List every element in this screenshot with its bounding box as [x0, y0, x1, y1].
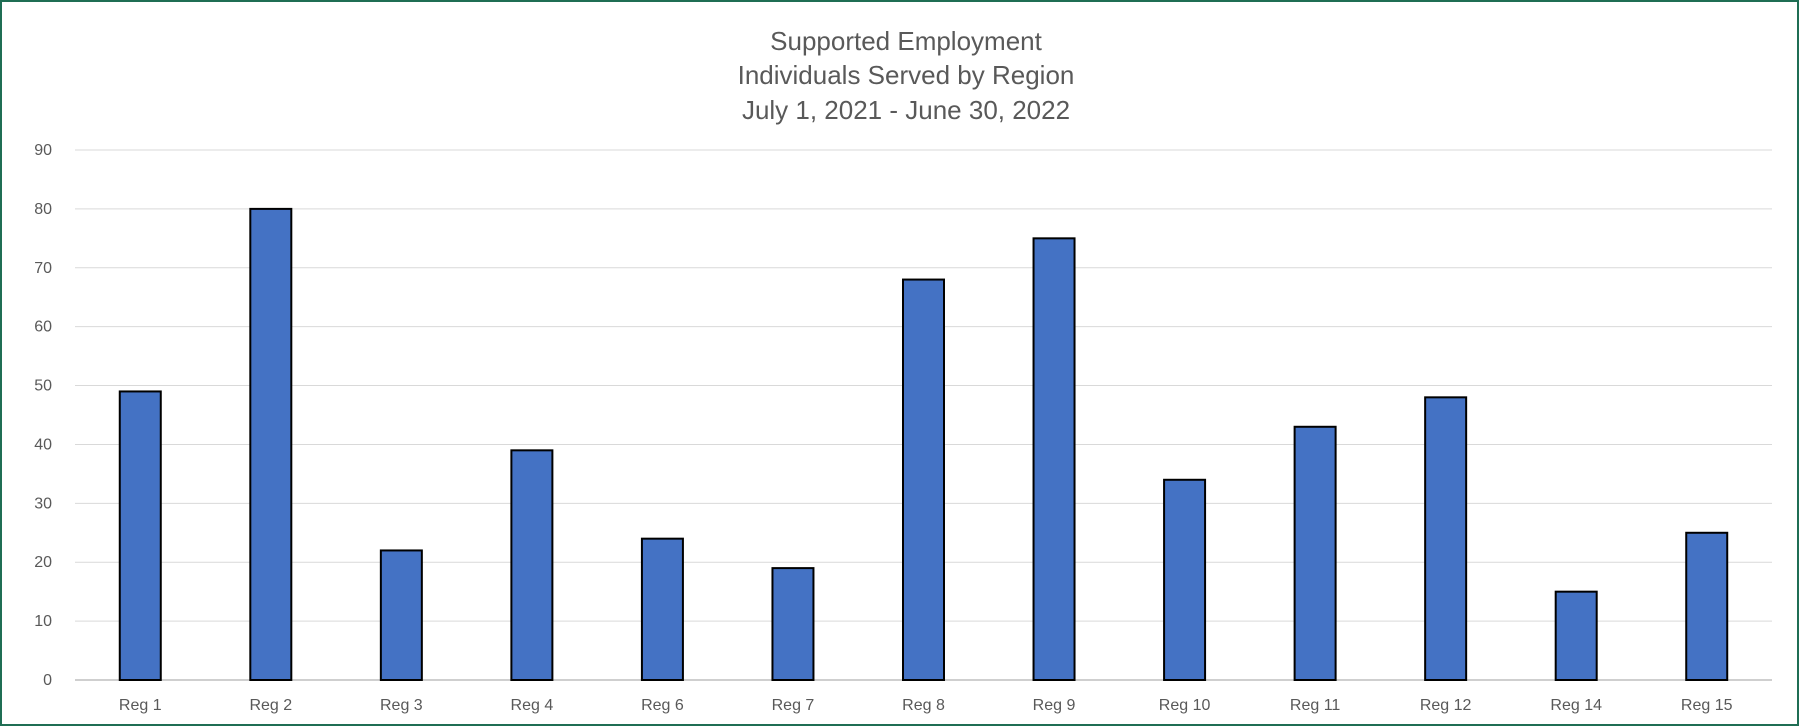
y-axis-tick-labels: 0 10 20 30 40 50 60 70 80 90: [34, 142, 52, 689]
bar-reg-7: [771, 567, 815, 681]
x-category-label: Reg 10: [1159, 697, 1211, 714]
x-category-label: Reg 12: [1420, 697, 1472, 714]
x-category-label: Reg 9: [1033, 697, 1076, 714]
x-category-label: Reg 4: [511, 697, 554, 714]
bar-reg-10: [1163, 478, 1207, 681]
x-category-label: Reg 7: [772, 697, 815, 714]
y-tick-label: 20: [34, 554, 52, 571]
bar-reg-11: [1293, 425, 1337, 681]
y-tick-label: 60: [34, 319, 52, 336]
bars: [118, 207, 1729, 682]
y-tick-label: 0: [43, 672, 52, 689]
y-tick-label: 90: [34, 142, 52, 159]
bar-reg-14: [1554, 590, 1598, 682]
x-category-label: Reg 1: [119, 697, 162, 714]
y-tick-label: 40: [34, 436, 52, 453]
bar-reg-3: [379, 549, 423, 682]
x-category-label: Reg 3: [380, 697, 423, 714]
y-tick-label: 70: [34, 260, 52, 277]
y-tick-label: 30: [34, 495, 52, 512]
bar-reg-6: [640, 537, 684, 682]
x-category-label: Reg 15: [1681, 697, 1733, 714]
x-category-label: Reg 11: [1290, 697, 1341, 714]
bar-reg-9: [1032, 237, 1076, 681]
x-axis-category-labels: Reg 1 Reg 2 Reg 3 Reg 4 Reg 6 Reg 7 Reg 8 Reg 9…: [119, 697, 1733, 714]
y-tick-label: 80: [34, 201, 52, 218]
bar-reg-8: [902, 278, 945, 681]
bar-reg-12: [1424, 396, 1468, 681]
bar-reg-2: [249, 207, 293, 681]
bar-reg-4: [510, 449, 554, 682]
chart-title-line-2: Individuals Served by Region: [738, 60, 1075, 90]
chart-title-line-3: July 1, 2021 - June 30, 2022: [742, 95, 1070, 125]
x-category-label: Reg 8: [902, 697, 945, 714]
x-category-label: Reg 6: [641, 697, 684, 714]
bar-reg-1: [118, 390, 162, 681]
y-tick-label: 10: [34, 613, 52, 630]
x-category-label: Reg 2: [249, 697, 292, 714]
x-category-label: Reg 14: [1550, 697, 1602, 714]
chart-title-line-1: Supported Employment: [770, 26, 1042, 56]
chart-title: Supported Employment Individuals Served …: [738, 26, 1075, 125]
y-tick-label: 50: [34, 378, 52, 395]
bar-reg-15: [1685, 531, 1729, 681]
